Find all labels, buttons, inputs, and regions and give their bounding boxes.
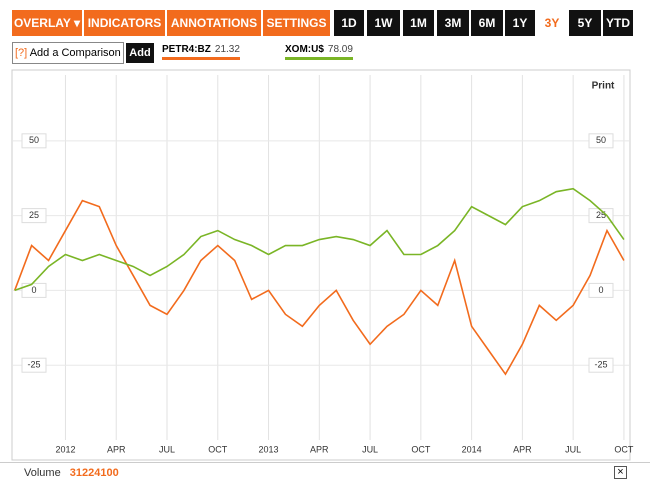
y-tick-box xyxy=(588,133,614,149)
x-tick-label: OCT xyxy=(411,444,431,454)
y-tick-label: 50 xyxy=(29,135,39,145)
footer: Volume 31224100 × xyxy=(0,462,650,484)
volume-value: 31224100 xyxy=(69,467,119,479)
series-line xyxy=(14,187,625,292)
chart-frame xyxy=(11,69,631,461)
x-tick-label: APR xyxy=(107,444,126,454)
legend-value: 21.32 xyxy=(214,44,240,55)
x-tick-label: OCT xyxy=(208,444,228,454)
x-tick-label: JUL xyxy=(159,444,175,454)
y-tick-box xyxy=(588,282,614,298)
y-tick-label: 0 xyxy=(31,285,36,295)
menu-button[interactable]: SETTINGS ▾ xyxy=(263,10,330,56)
y-tick-box xyxy=(21,133,47,149)
y-tick-label: 25 xyxy=(29,210,39,220)
x-tick-label: 2014 xyxy=(462,444,482,454)
menu-button[interactable]: INDICATORS ▾ xyxy=(84,10,165,56)
x-tick-label: JUL xyxy=(362,444,378,454)
legend-name: PETR4:BZ xyxy=(162,44,211,55)
print[interactable]: Print xyxy=(592,81,615,92)
y-tick-label: 0 xyxy=(598,285,603,295)
add-button[interactable]: Add xyxy=(126,43,154,63)
x-tick-label: APR xyxy=(310,444,329,454)
menu-button[interactable]: OVERLAY ▾ xyxy=(12,10,82,36)
y-tick-label: 50 xyxy=(596,135,606,145)
range-button[interactable]: 5Y xyxy=(569,10,601,36)
placeholder: Add a Comparison xyxy=(29,47,121,59)
volume-label: Volume xyxy=(24,467,61,479)
series-line xyxy=(13,199,625,376)
range-button[interactable]: 1Y xyxy=(505,10,535,36)
x-tick-label: OCT xyxy=(614,444,634,454)
y-tick-box xyxy=(588,208,614,224)
range-button[interactable]: 1W xyxy=(367,10,400,36)
x-tick-label: JUL xyxy=(565,444,581,454)
legend-name: XOM:U$ xyxy=(285,44,324,55)
x-tick-label: APR xyxy=(513,444,532,454)
x-tick-label: 2012 xyxy=(55,444,75,454)
close[interactable]: × xyxy=(614,466,627,479)
range-button[interactable]: 1M xyxy=(403,10,434,36)
y-tick-box xyxy=(21,282,47,298)
menu-button[interactable]: ANNOTATIONS ▾ xyxy=(167,10,261,56)
range-button[interactable]: 3Y xyxy=(538,10,566,36)
legend-item: XOM:U$ 78.09 xyxy=(285,44,353,60)
legend-value: 78.09 xyxy=(327,44,353,55)
y-tick-box xyxy=(21,357,47,373)
range-button[interactable]: 3M xyxy=(437,10,469,36)
range-button[interactable]: 1D xyxy=(334,10,364,36)
help[interactable]: [?] xyxy=(15,47,28,59)
y-tick-box xyxy=(588,357,614,373)
y-tick-box xyxy=(21,208,47,224)
range-button[interactable]: YTD xyxy=(603,10,633,36)
range-button[interactable]: 6M xyxy=(471,10,503,36)
legend-item: PETR4:BZ 21.32 xyxy=(162,44,240,60)
y-tick-label: -25 xyxy=(594,360,607,370)
comparison-input[interactable]: [?] Add a Comparison xyxy=(12,42,124,64)
y-tick-label: -25 xyxy=(27,360,40,370)
y-tick-label: 25 xyxy=(596,210,606,220)
x-tick-label: 2013 xyxy=(259,444,279,454)
